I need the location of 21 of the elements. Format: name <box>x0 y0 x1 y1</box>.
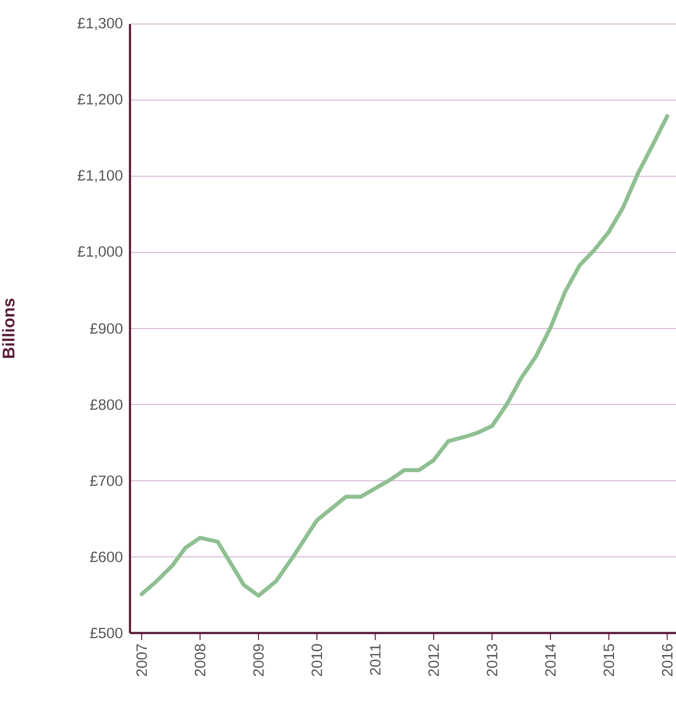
x-tick-label: 2009 <box>253 644 264 676</box>
x-tick-label: 2008 <box>194 644 206 676</box>
x-tick-label: 2016 <box>662 644 673 676</box>
y-tick-label: £1,200 <box>78 94 122 106</box>
x-tick-label: 2014 <box>545 644 556 676</box>
y-tick-label: £1,300 <box>78 18 122 30</box>
y-tick-label: £1,000 <box>78 246 122 259</box>
x-tick-label: 2015 <box>604 644 614 676</box>
x-tick-label: 2011 <box>370 644 381 675</box>
y-tick-label: £1,100 <box>78 170 122 182</box>
y-tick-label: £900 <box>90 323 122 334</box>
x-tick-label: 2010 <box>312 644 322 676</box>
y-axis-title: Billions <box>2 298 15 358</box>
x-tick-label: 2012 <box>428 644 439 676</box>
y-tick-label: £600 <box>90 552 122 562</box>
y-tick-label: £800 <box>90 399 122 410</box>
y-tick-label: £700 <box>90 475 122 486</box>
y-tick-label: £500 <box>90 628 122 638</box>
x-tick-label: 2013 <box>486 644 498 676</box>
x-tick-label: 2007 <box>136 644 147 676</box>
line-series <box>140 114 670 598</box>
